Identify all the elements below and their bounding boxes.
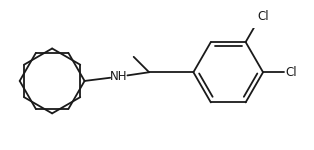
Text: Cl: Cl xyxy=(257,10,269,23)
Text: NH: NH xyxy=(110,70,127,83)
Text: Cl: Cl xyxy=(285,66,297,79)
